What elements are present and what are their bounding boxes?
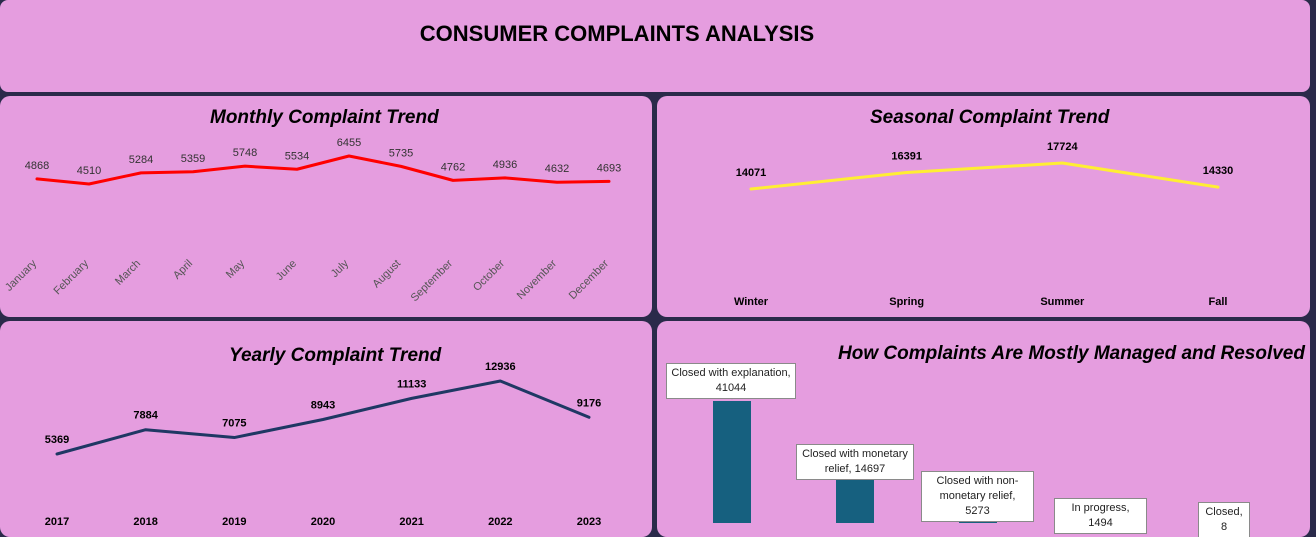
monthly-data-label: 4693 <box>597 162 621 174</box>
yearly-data-label: 8943 <box>311 400 335 412</box>
yearly-tick-label: 2020 <box>311 516 335 528</box>
seasonal-chart-title: Seasonal Complaint Trend <box>870 107 1110 128</box>
seasonal-data-label: 16391 <box>891 150 922 162</box>
yearly-tick-label: 2018 <box>133 516 157 528</box>
monthly-tick-label: June <box>274 258 299 283</box>
seasonal-data-label: 14071 <box>736 167 767 179</box>
page-title: CONSUMER COMPLAINTS ANALYSIS <box>419 21 815 46</box>
monthly-tick-label: March <box>113 258 143 288</box>
monthly-tick-label: October <box>471 257 507 293</box>
resolution-data-label: Closed, 8 <box>1198 502 1250 537</box>
seasonal-data-label: 17724 <box>1047 141 1078 153</box>
monthly-data-label: 4868 <box>25 160 49 172</box>
monthly-tick-label: January <box>3 257 40 294</box>
resolution-data-label: Closed with explanation, 41044 <box>666 363 796 399</box>
monthly-tick-label: February <box>52 257 92 297</box>
monthly-tick-label: April <box>171 258 195 282</box>
yearly-series-line <box>55 379 591 456</box>
yearly-data-label: 11133 <box>397 378 426 390</box>
yearly-tick-label: 2019 <box>222 516 246 528</box>
yearly-tick-label: 2017 <box>45 516 69 528</box>
yearly-tick-label: 2022 <box>488 516 512 528</box>
resolution-data-label: In progress, 1494 <box>1054 498 1147 534</box>
resolution-chart-title: How Complaints Are Mostly Managed and Re… <box>838 343 1305 364</box>
yearly-data-label: 5369 <box>45 434 69 446</box>
monthly-tick-label: September <box>409 257 456 304</box>
seasonal-tick-label: Spring <box>889 296 924 308</box>
seasonal-series-line <box>749 161 1220 191</box>
yearly-data-label: 7884 <box>133 410 158 422</box>
seasonal-line-chart: 14071 Winter 16391 Spring 17724 Summer 14330 Fa… <box>734 141 1234 308</box>
yearly-chart-title: Yearly Complaint Trend <box>229 345 442 366</box>
monthly-series-line <box>35 154 611 186</box>
monthly-data-label: 4936 <box>493 159 517 171</box>
monthly-data-label: 5735 <box>389 147 413 159</box>
monthly-data-label: 4632 <box>545 163 569 175</box>
yearly-data-label: 9176 <box>577 397 601 409</box>
yearly-data-label: 7075 <box>222 418 246 430</box>
yearly-complaint-panel: Yearly Complaint Trend 5369 2017 7884 2018 7… <box>0 321 652 537</box>
resolution-panel: How Complaints Are Mostly Managed and Re… <box>657 321 1310 537</box>
monthly-tick-label: July <box>329 257 352 280</box>
monthly-tick-label: December <box>567 257 612 302</box>
monthly-line-chart: 4868 January 4510 February 5284 March 5359 Apri… <box>3 137 621 304</box>
resolution-bar <box>713 401 751 523</box>
resolution-data-label: Closed with non-monetary relief, 5273 <box>921 471 1034 522</box>
seasonal-data-label: 14330 <box>1203 165 1234 177</box>
seasonal-tick-label: Summer <box>1040 296 1085 308</box>
resolution-data-label: Closed with monetary relief, 14697 <box>796 444 914 480</box>
yearly-tick-label: 2023 <box>577 516 601 528</box>
monthly-complaint-panel: Monthly Complaint Trend 4868 January 4510 F… <box>0 96 652 317</box>
monthly-data-label: 5534 <box>285 150 309 162</box>
seasonal-tick-label: Winter <box>734 296 769 308</box>
seasonal-complaint-panel: Seasonal Complaint Trend 14071 Winter 1639… <box>657 96 1310 317</box>
monthly-tick-label: May <box>224 257 248 281</box>
monthly-tick-label: November <box>515 257 560 302</box>
yearly-data-label: 12936 <box>485 361 516 373</box>
resolution-bar <box>836 479 874 523</box>
monthly-data-label: 5359 <box>181 153 205 165</box>
monthly-chart-title: Monthly Complaint Trend <box>210 107 439 128</box>
yearly-tick-label: 2021 <box>399 516 423 528</box>
monthly-data-label: 5284 <box>129 154 153 166</box>
dashboard-header: CONSUMER COMPLAINTS ANALYSIS <box>0 0 1310 92</box>
monthly-tick-label: August <box>370 258 403 291</box>
monthly-data-label: 6455 <box>337 137 361 149</box>
monthly-data-label: 5748 <box>233 147 257 159</box>
seasonal-tick-label: Fall <box>1209 296 1228 308</box>
yearly-line-chart: 5369 2017 7884 2018 7075 2019 8943 2020 11133 202… <box>45 361 601 528</box>
monthly-data-label: 4762 <box>441 161 465 173</box>
monthly-data-label: 4510 <box>77 165 101 177</box>
